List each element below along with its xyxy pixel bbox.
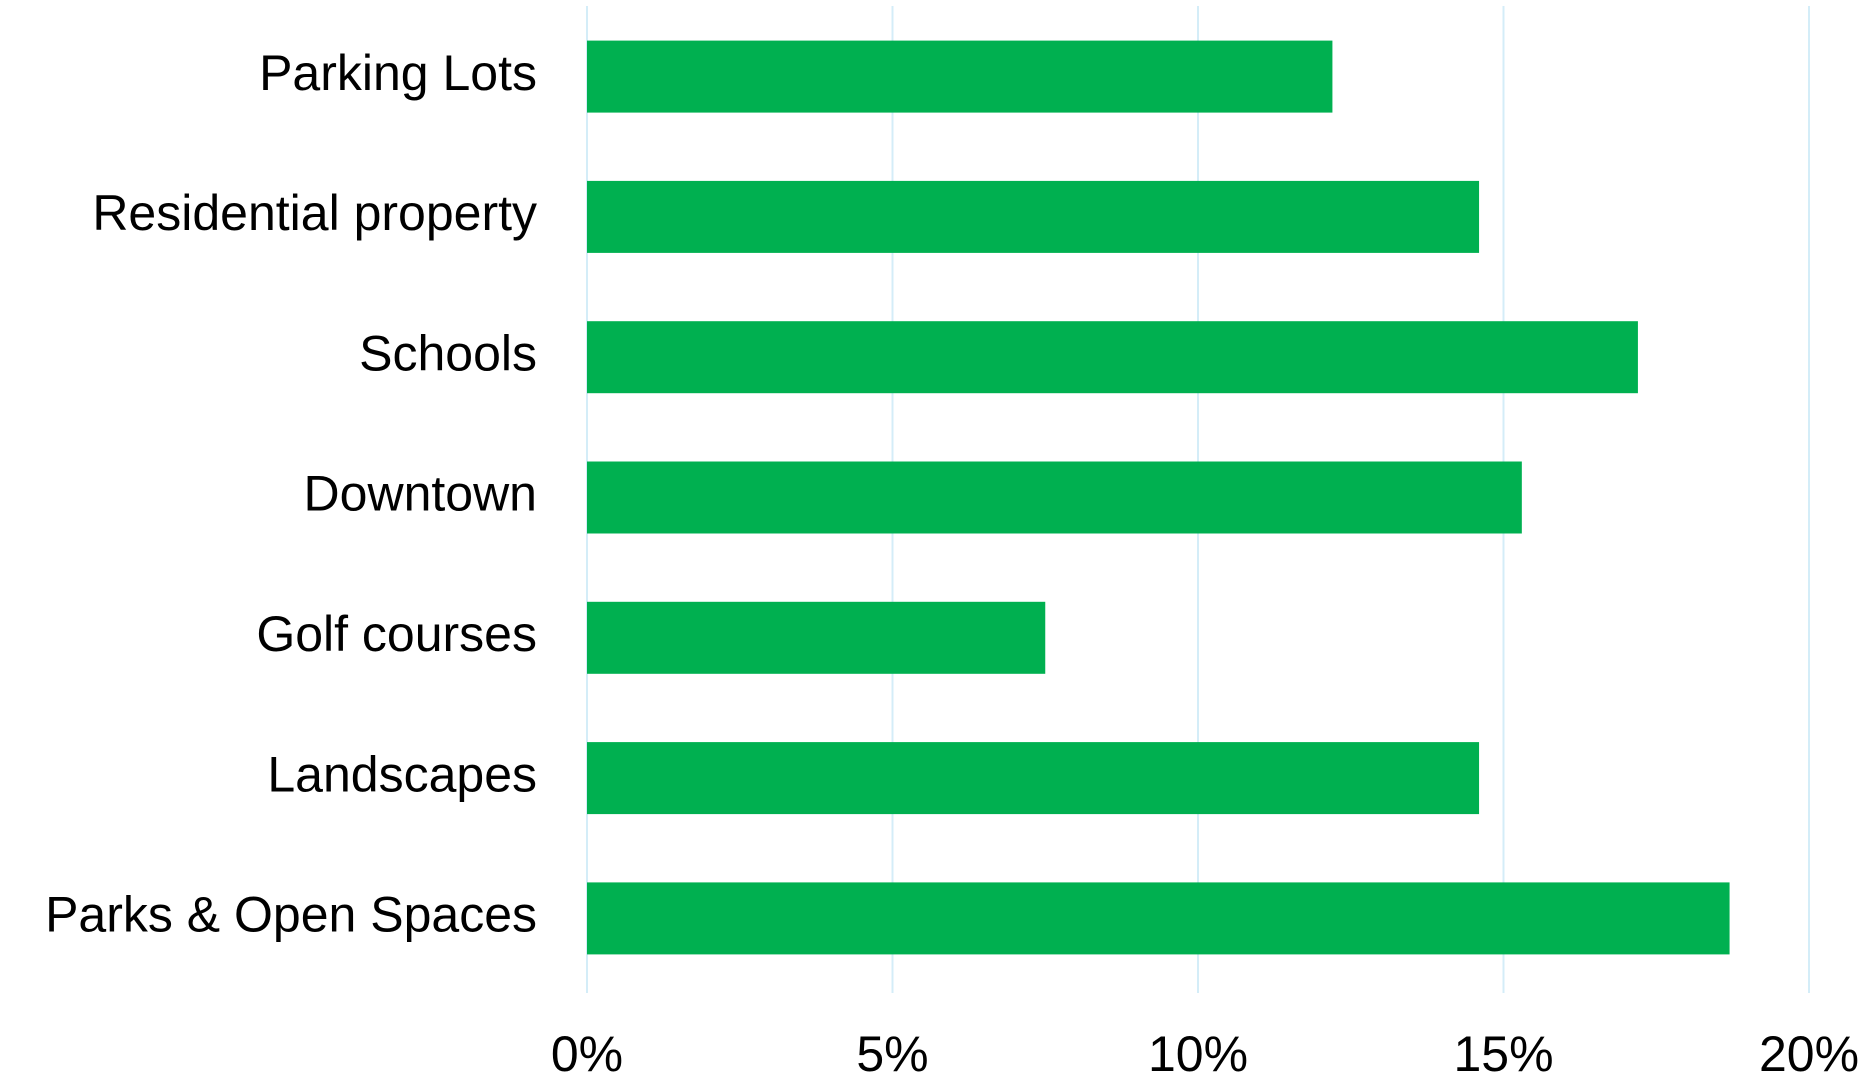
y-tick-label: Golf courses <box>256 606 537 662</box>
x-tick-label: 20% <box>1759 1026 1859 1081</box>
bar <box>587 742 1480 815</box>
bar <box>587 40 1333 113</box>
x-tick-label: 5% <box>856 1026 928 1081</box>
bar <box>587 321 1638 394</box>
y-tick-label: Residential property <box>92 185 537 241</box>
y-tick-label: Downtown <box>304 466 537 522</box>
y-tick-label: Parking Lots <box>259 45 537 101</box>
y-tick-label: Schools <box>359 325 537 381</box>
bar <box>587 601 1046 674</box>
x-tick-label: 10% <box>1148 1026 1248 1081</box>
y-tick-label: Parks & Open Spaces <box>45 887 537 943</box>
x-tick-label: 0% <box>551 1026 623 1081</box>
x-tick-label: 15% <box>1453 1026 1553 1081</box>
bar <box>587 180 1480 253</box>
y-tick-label: Landscapes <box>267 746 537 802</box>
bar <box>587 461 1522 534</box>
bar <box>587 882 1730 955</box>
